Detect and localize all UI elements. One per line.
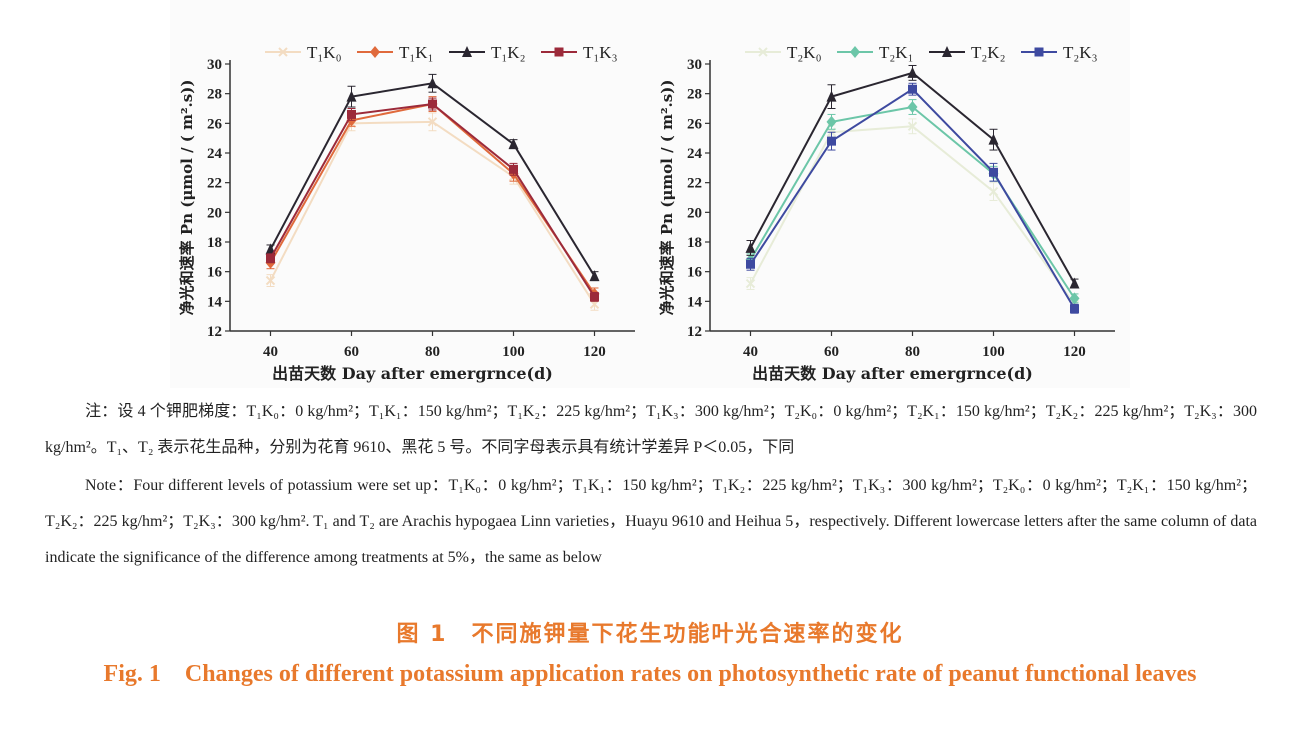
- t1-y-tick-label: 14: [207, 294, 223, 310]
- t1-x-tick-label: 60: [344, 344, 359, 360]
- t2-legend-marker-1: [850, 46, 860, 58]
- figure-note-cn: 注：设 4 个钾肥梯度：T₁K₀：0 kg/hm²；T₁K₁：150 kg/hm…: [45, 394, 1257, 466]
- t2-y-tick-label: 14: [687, 294, 703, 310]
- t2-point-1: [1069, 292, 1080, 305]
- t1-y-tick-label: 12: [207, 324, 222, 340]
- t2-y-tick-label: 18: [687, 235, 702, 251]
- t2-x-tick-label: 100: [982, 344, 1005, 360]
- t2-point-3: [908, 84, 917, 94]
- t1-y-axis-label: 净光和速率 Pn (μmol / ( m².s)): [178, 80, 196, 316]
- t1-legend-label-0: T₁K₀: [307, 43, 342, 62]
- t2-y-tick-label: 12: [687, 324, 702, 340]
- t2-legend-marker-0: [758, 47, 768, 57]
- t1-point-3: [590, 292, 599, 302]
- t1-x-tick-label: 80: [425, 344, 440, 360]
- t1-series-line-2: [269, 82, 596, 277]
- t2-legend-label-2: T₂K₂: [971, 43, 1006, 62]
- t2-y-tick-label: 26: [687, 116, 703, 132]
- t2-y-tick-label: 16: [687, 265, 703, 281]
- figure-note-en: Note：Four different levels of potassium …: [45, 468, 1257, 576]
- t2-legend-marker-3: [1034, 47, 1044, 57]
- t1-x-axis-label: 出苗天数 Day after emergrnce(d): [272, 364, 553, 383]
- t2-series-line-0: [749, 125, 1076, 305]
- t1-legend-marker-3: [554, 47, 564, 57]
- t1-legend-marker-2: [462, 46, 472, 57]
- t1-point-0: [427, 117, 438, 127]
- note-cn-text: 注：设 4 个钾肥梯度：T₁K₀：0 kg/hm²；T₁K₁：150 kg/hm…: [45, 403, 1257, 456]
- t1-x-tick-label: 100: [502, 344, 525, 360]
- chart-t1: 12 14 16 18 20 22 24 26 28 30 40 60 80 100 120 出苗天数 Day…: [178, 43, 635, 383]
- t1-y-tick-label: 20: [207, 205, 222, 221]
- t2-x-tick-label: 60: [824, 344, 839, 360]
- t2-point-2: [907, 66, 918, 78]
- t2-x-tick-label: 80: [905, 344, 920, 360]
- t1-legend-label-2: T₁K₂: [491, 43, 526, 62]
- t2-point-2: [745, 241, 756, 253]
- t1-series-line-0: [269, 120, 596, 305]
- t1-x-tick-label: 40: [263, 344, 278, 360]
- t1-point-2: [427, 77, 438, 89]
- t1-legend-marker-1: [370, 46, 380, 58]
- t2-point-3: [746, 259, 755, 269]
- t1-point-3: [428, 99, 437, 109]
- t2-point-1: [907, 101, 918, 114]
- t2-y-tick-label: 20: [687, 205, 702, 221]
- t2-point-2: [988, 133, 999, 145]
- t2-series-line-1: [749, 105, 1076, 299]
- t2-point-1: [826, 115, 837, 128]
- t1-legend-label-3: T₁K₃: [583, 43, 618, 62]
- t1-series-line-1: [269, 102, 596, 295]
- t1-y-tick-label: 22: [207, 176, 222, 192]
- t2-point-0: [745, 278, 756, 289]
- t1-point-2: [265, 243, 276, 255]
- t2-y-tick-label: 22: [687, 176, 702, 192]
- figure-caption-cn: 图 1 不同施钾量下花生功能叶光合速率的变化: [396, 622, 904, 647]
- t2-legend-label-1: T₂K₁: [879, 43, 914, 62]
- figure-caption-en: Fig. 1 Changes of different potassium ap…: [103, 661, 1197, 687]
- t2-x-axis-label: 出苗天数 Day after emergrnce(d): [752, 364, 1033, 383]
- t1-legend-marker-0: [278, 47, 288, 57]
- t2-y-axis-label: 净光和速率 Pn (μmol / ( m².s)): [658, 80, 676, 316]
- t2-y-tick-label: 28: [687, 87, 702, 103]
- t1-point-2: [346, 90, 357, 102]
- t2-point-0: [907, 121, 918, 132]
- t2-y-tick-label: 24: [687, 146, 703, 162]
- t1-y-tick-label: 26: [207, 116, 223, 132]
- t1-y-tick-label: 18: [207, 235, 222, 251]
- t2-point-3: [827, 136, 836, 146]
- t2-legend-label-0: T₂K₀: [787, 43, 822, 62]
- t1-series-line-3: [269, 103, 596, 298]
- t1-point-2: [589, 270, 600, 282]
- t1-legend-label-1: T₁K₁: [399, 43, 434, 62]
- t1-point-3: [347, 109, 356, 119]
- t1-point-3: [509, 164, 518, 174]
- note-en-text: Note：Four different levels of potassium …: [45, 477, 1257, 566]
- t1-y-tick-label: 24: [207, 146, 223, 162]
- t2-y-tick-label: 30: [687, 57, 702, 73]
- t1-y-tick-label: 28: [207, 87, 222, 103]
- t1-y-tick-label: 16: [207, 265, 223, 281]
- t1-point-3: [266, 253, 275, 263]
- t2-legend-label-3: T₂K₃: [1063, 43, 1098, 62]
- t2-point-3: [989, 167, 998, 177]
- t1-x-tick-label: 120: [583, 344, 606, 360]
- chart-t2: 12 14 16 18 20 22 24 26 28 30 40 60 80 100 120 出苗天数 Day…: [658, 43, 1115, 383]
- t2-point-3: [1070, 304, 1079, 314]
- t2-point-0: [988, 186, 999, 197]
- t2-x-tick-label: 40: [743, 344, 758, 360]
- t2-point-2: [826, 90, 837, 102]
- t1-y-tick-label: 30: [207, 57, 222, 73]
- t1-point-2: [508, 138, 519, 150]
- t2-x-tick-label: 120: [1063, 344, 1086, 360]
- t2-legend-marker-2: [942, 46, 952, 57]
- t1-point-0: [265, 275, 276, 286]
- t2-point-2: [1069, 277, 1080, 289]
- figure-panel: [170, 0, 1130, 388]
